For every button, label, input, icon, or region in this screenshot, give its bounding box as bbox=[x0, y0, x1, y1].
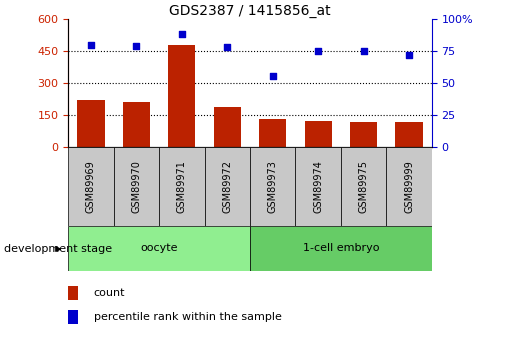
Bar bbox=[305, 121, 332, 147]
Bar bbox=[214, 107, 241, 147]
Text: GSM89972: GSM89972 bbox=[222, 160, 232, 213]
Bar bbox=[68, 147, 114, 226]
Point bbox=[269, 74, 277, 79]
Text: count: count bbox=[93, 288, 125, 298]
Point bbox=[132, 43, 140, 49]
Bar bbox=[159, 147, 205, 226]
Bar bbox=[295, 147, 341, 226]
Text: GSM89969: GSM89969 bbox=[86, 160, 96, 213]
Text: 1-cell embryo: 1-cell embryo bbox=[302, 244, 379, 253]
Text: GSM89973: GSM89973 bbox=[268, 160, 278, 213]
Point bbox=[87, 42, 95, 47]
Bar bbox=[386, 147, 432, 226]
Text: GSM89970: GSM89970 bbox=[131, 160, 141, 213]
Text: GSM89999: GSM89999 bbox=[404, 160, 414, 213]
Text: GSM89974: GSM89974 bbox=[313, 160, 323, 213]
Point bbox=[405, 52, 413, 58]
Point bbox=[178, 31, 186, 37]
Bar bbox=[114, 147, 159, 226]
Text: development stage: development stage bbox=[4, 244, 112, 254]
Bar bbox=[168, 45, 195, 147]
Bar bbox=[68, 286, 78, 300]
Bar bbox=[123, 102, 150, 147]
Title: GDS2387 / 1415856_at: GDS2387 / 1415856_at bbox=[169, 4, 331, 18]
Text: percentile rank within the sample: percentile rank within the sample bbox=[93, 312, 281, 322]
Bar bbox=[395, 122, 423, 147]
Bar bbox=[259, 119, 286, 147]
Point bbox=[314, 48, 322, 54]
Point bbox=[360, 48, 368, 54]
Text: oocyte: oocyte bbox=[140, 244, 178, 253]
Bar bbox=[250, 147, 295, 226]
Bar bbox=[77, 100, 105, 147]
Bar bbox=[350, 121, 377, 147]
Point bbox=[223, 44, 231, 50]
Bar bbox=[341, 147, 386, 226]
Bar bbox=[68, 310, 78, 324]
Bar bbox=[205, 147, 250, 226]
Text: GSM89975: GSM89975 bbox=[359, 160, 369, 213]
Bar bbox=[68, 226, 250, 271]
Bar bbox=[250, 226, 432, 271]
Text: GSM89971: GSM89971 bbox=[177, 160, 187, 213]
